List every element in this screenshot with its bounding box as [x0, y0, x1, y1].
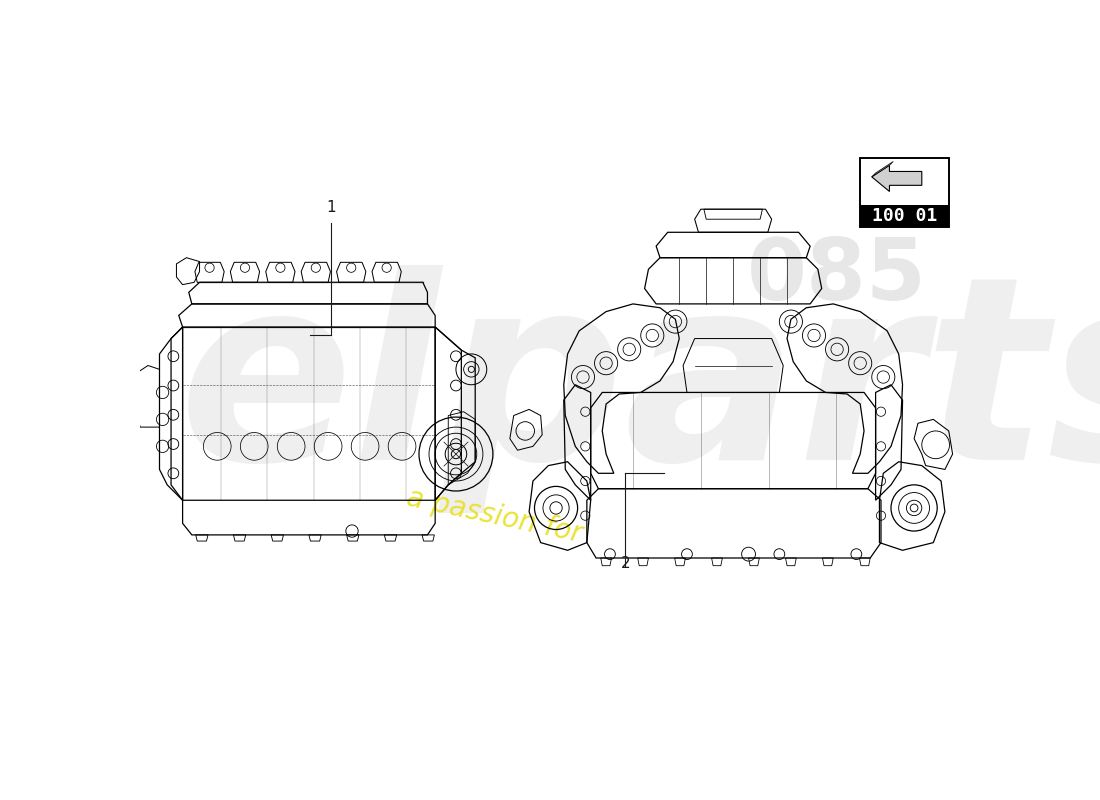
Text: elparts: elparts	[178, 265, 1100, 513]
Text: a passion for: a passion for	[404, 483, 585, 548]
Text: 2: 2	[620, 556, 630, 571]
Text: 085: 085	[747, 235, 927, 318]
FancyBboxPatch shape	[860, 158, 948, 227]
Polygon shape	[871, 162, 893, 177]
Text: 100 01: 100 01	[872, 207, 937, 225]
Bar	[860, 158, 948, 227]
Text: 1: 1	[327, 200, 336, 215]
Bar	[860, 206, 948, 227]
Polygon shape	[871, 166, 922, 191]
